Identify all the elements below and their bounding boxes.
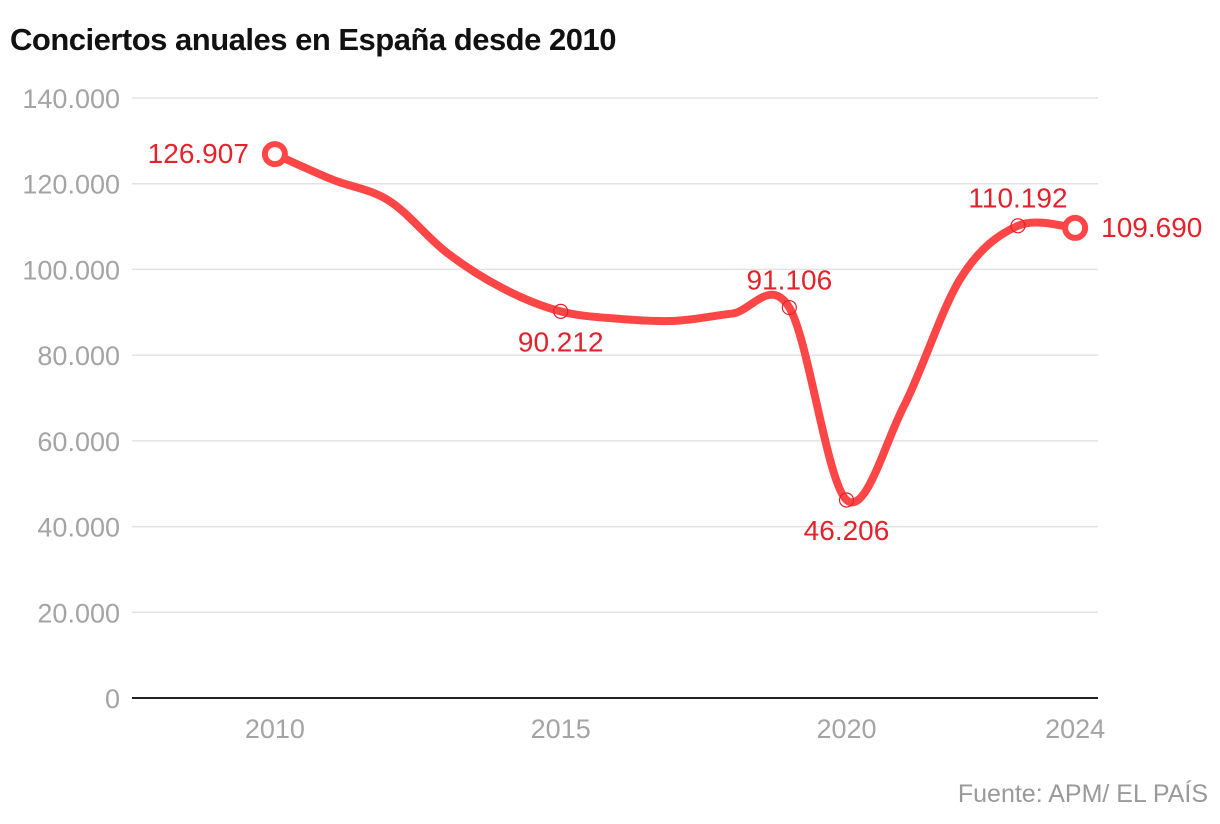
point-markers <box>261 141 1089 508</box>
y-tick-label: 40.000 <box>37 513 120 543</box>
y-tick-label: 80.000 <box>37 341 120 371</box>
data-label: 110.192 <box>968 183 1067 214</box>
data-label: 109.690 <box>1101 212 1202 243</box>
y-tick-label: 120.000 <box>22 170 120 200</box>
x-tick-label: 2020 <box>816 714 876 744</box>
y-tick-label: 0 <box>105 684 120 714</box>
endpoint-marker <box>261 141 288 168</box>
x-tick-label: 2024 <box>1045 714 1105 744</box>
point-marker <box>838 492 855 508</box>
point-marker <box>1010 218 1026 234</box>
chart-title: Conciertos anuales en España desde 2010 <box>10 22 616 57</box>
x-axis-ticks: 2010 2015 2020 2024 <box>245 714 1105 744</box>
series-line <box>270 150 1080 507</box>
data-label: 90.212 <box>518 326 604 357</box>
data-label: 91.106 <box>747 265 833 296</box>
data-label: 126.907 <box>148 138 249 169</box>
y-tick-label: 20.000 <box>37 598 120 628</box>
data-label: 46.206 <box>804 515 890 546</box>
data-labels: 126.907 90.212 91.106 46.206 110.192 109.690 <box>148 138 1203 546</box>
y-axis-ticks: 0 20.000 40.000 60.000 80.000 100.000 120.000 1… <box>22 84 120 714</box>
x-tick-label: 2010 <box>245 714 305 744</box>
y-tick-label: 60.000 <box>37 427 120 457</box>
grid-lines <box>132 97 1098 614</box>
x-tick-label: 2015 <box>531 714 591 744</box>
y-tick-label: 100.000 <box>22 255 120 285</box>
source-note: Fuente: APM/ EL PAÍS <box>957 780 1208 808</box>
point-marker <box>781 299 797 316</box>
point-marker <box>553 303 569 319</box>
y-tick-label: 140.000 <box>22 84 120 114</box>
endpoint-marker <box>1062 214 1089 241</box>
